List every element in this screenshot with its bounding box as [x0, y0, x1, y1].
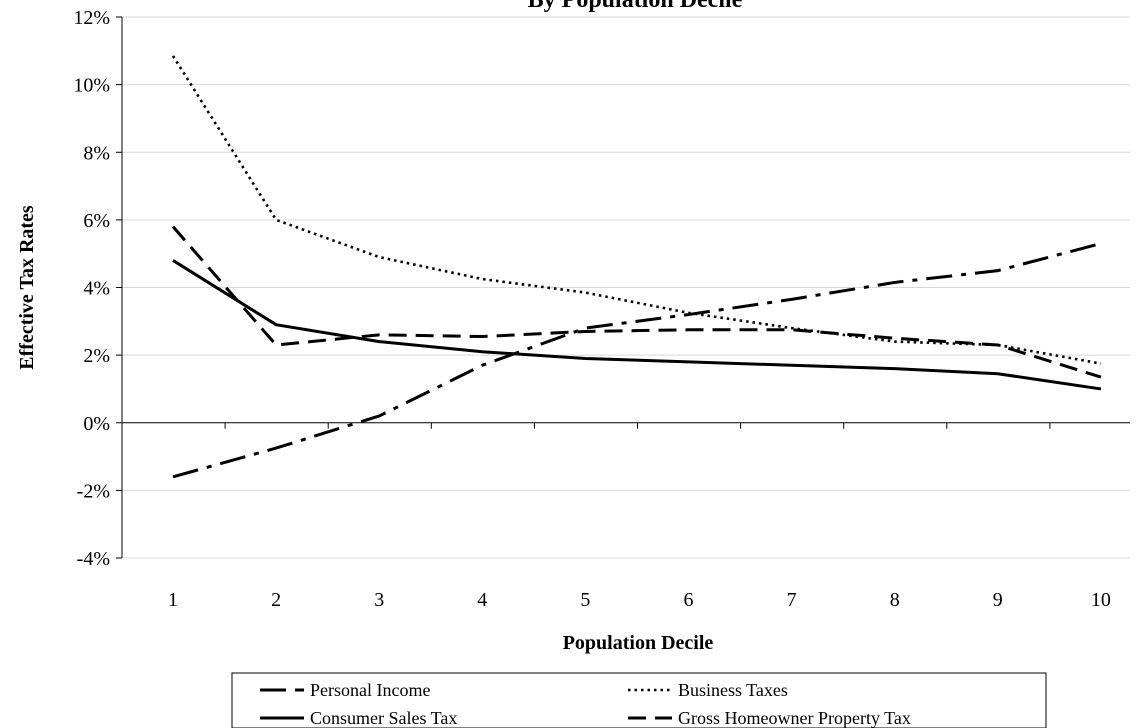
- y-tick-label: 12%: [73, 7, 110, 29]
- series-lines: [171, 55, 1102, 479]
- y-tick-label: 6%: [83, 210, 110, 232]
- y-tick-label: -4%: [77, 548, 110, 570]
- y-tick-label: 8%: [83, 142, 110, 164]
- series-line-2: [171, 55, 1102, 365]
- x-tick-label: 4: [477, 589, 487, 611]
- axes: [116, 16, 1130, 559]
- x-tick-label: 9: [993, 589, 1003, 611]
- series-line-1: [172, 242, 1102, 479]
- x-tick-label: 3: [374, 589, 384, 611]
- series-line-4: [171, 225, 1102, 379]
- x-tick-label: 1: [168, 589, 178, 611]
- gridlines: [122, 16, 1130, 559]
- y-axis-label: Effective Tax Rates: [16, 205, 38, 370]
- x-tick-label: 7: [787, 589, 797, 611]
- y-tick-label: 4%: [83, 278, 110, 300]
- legend: Personal Income Business Taxes Consumer Sa…: [231, 672, 1047, 728]
- legend-label: Gross Homeowner Property Tax: [678, 708, 911, 728]
- legend-label: Consumer Sales Tax: [310, 708, 457, 728]
- y-tick-label: 10%: [73, 75, 110, 97]
- x-tick-label: 8: [890, 589, 900, 611]
- y-tick-labels: -4% -2% 0% 2% 4% 6% 8% 10% 12%: [73, 7, 110, 570]
- chart-title: By Population Decile: [528, 0, 743, 13]
- x-tick-label: 5: [580, 589, 590, 611]
- x-tick-labels: 1 2 3 4 5 6 7 8 9 10: [168, 589, 1111, 611]
- y-tick-label: 0%: [83, 413, 110, 435]
- legend-label: Personal Income: [310, 680, 430, 700]
- x-axis-label: Population Decile: [563, 632, 714, 654]
- x-tick-label: 2: [271, 589, 281, 611]
- series-line-3: [172, 259, 1102, 391]
- x-tick-label: 10: [1091, 589, 1111, 611]
- legend-label: Business Taxes: [678, 680, 788, 700]
- x-tick-label: 6: [684, 589, 694, 611]
- legend-box: [231, 672, 1047, 728]
- y-tick-label: -2%: [77, 480, 110, 502]
- y-tick-label: 2%: [83, 345, 110, 367]
